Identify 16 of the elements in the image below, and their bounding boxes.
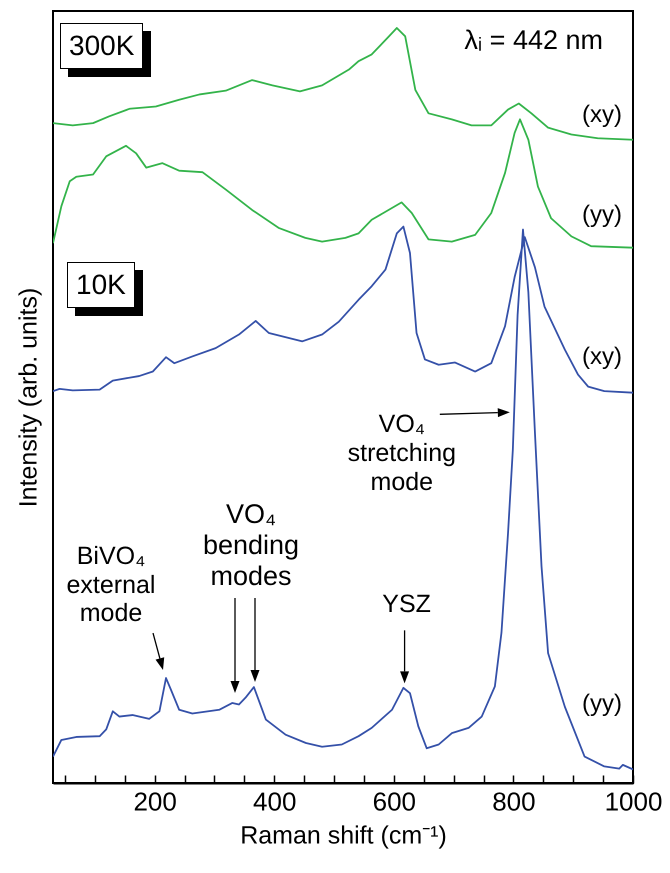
y-axis-title: Intensity (arb. units) — [14, 288, 42, 508]
x-axis-title: Raman shift (cm⁻¹) — [240, 822, 447, 850]
series-label: (xy) — [582, 100, 622, 128]
annotation: YSZ — [382, 590, 431, 618]
x-tick-label: 400 — [253, 786, 296, 816]
x-tick-label: 1000 — [604, 786, 662, 816]
series-label: (yy) — [582, 200, 622, 228]
annotation: λᵢ = 442 nm — [464, 25, 603, 56]
series-label: (xy) — [582, 342, 622, 370]
x-tick-label: 600 — [372, 786, 416, 816]
annotation: VO₄ bending modes — [202, 498, 300, 592]
annotation: VO₄ stretching mode — [348, 410, 456, 496]
series-label: (yy) — [582, 690, 622, 718]
annotation: BiVO₄ external mode — [66, 542, 156, 628]
x-tick-label: 800 — [492, 786, 536, 816]
x-tick-label: 200 — [133, 786, 177, 816]
